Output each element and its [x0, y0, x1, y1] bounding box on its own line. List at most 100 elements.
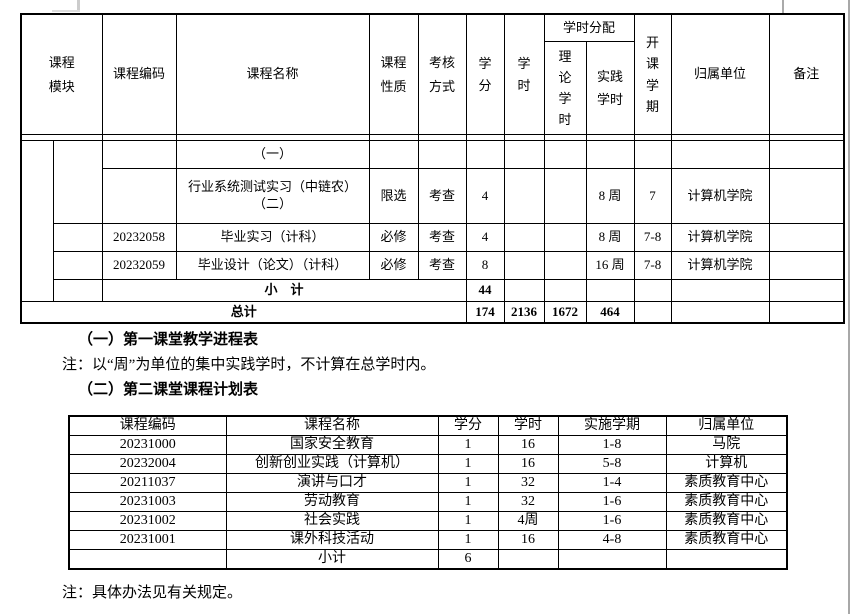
header-theory-hours: 理论学时 — [543, 41, 587, 135]
assessment-cell: 考查 — [417, 223, 467, 252]
empty-cell — [768, 279, 845, 302]
course-name-cell: 毕业实习（计科） — [175, 223, 370, 252]
theory-hours-cell — [543, 168, 587, 224]
total-label: 总计 — [20, 301, 467, 324]
note-week-hours: 注：以“周”为单位的集中实践学时，不计算在总学时内。 — [62, 357, 436, 373]
semester-cell: 1-8 — [557, 435, 667, 455]
practice-hours-cell: 8 周 — [585, 168, 635, 224]
empty-cell — [633, 279, 672, 302]
subtotal-row: 小 计 44 — [21, 279, 845, 302]
semester-cell: 5-8 — [557, 454, 667, 474]
course-nature-cell: 必修 — [368, 223, 419, 252]
hours-cell — [503, 251, 545, 280]
course-name-cell: 毕业设计（论文）（计科） — [175, 251, 370, 280]
table-row: 20231001 课外科技活动 1 16 4-8 素质教育中心 — [68, 530, 788, 550]
course-nature-cell: 必修 — [368, 251, 419, 280]
subtotal-credit: 44 — [465, 279, 505, 302]
hours-cell — [503, 140, 545, 169]
semester-cell: 1-6 — [557, 511, 667, 531]
unit-cell: 计算机学院 — [670, 168, 770, 224]
table-row: 20231003 劳动教育 1 32 1-6 素质教育中心 — [68, 492, 788, 512]
course-code-cell: 20232004 — [68, 454, 227, 474]
header-hours-allocation: 学时分配 — [543, 13, 635, 42]
total-credit: 174 — [465, 301, 505, 324]
practice-hours-cell — [585, 140, 635, 169]
semester-cell: 1-4 — [557, 473, 667, 493]
module-sub-cell — [52, 251, 103, 280]
credit-cell: 4 — [465, 223, 505, 252]
empty-cell — [497, 549, 559, 570]
note-regulations: 注：具体办法见有关规定。 — [62, 585, 243, 601]
hours-cell: 16 — [497, 454, 559, 474]
hours-cell: 16 — [497, 530, 559, 550]
unit-cell: 素质教育中心 — [665, 492, 788, 512]
hours-cell — [503, 223, 545, 252]
course-name-cell: 劳动教育 — [225, 492, 439, 512]
header-hours: 学时 — [497, 415, 559, 436]
cut-cell-border-artifact-horizontal — [52, 10, 80, 12]
total-theory-hours: 1672 — [543, 301, 587, 324]
subtotal-label: 小 计 — [101, 279, 467, 302]
course-name-cell: 行业系统测试实习（中链农）（二） — [175, 168, 370, 224]
table2-header-row: 课程编码 课程名称 学分 学时 实施学期 归属单位 — [68, 415, 788, 436]
module-sub-cell — [52, 223, 103, 252]
assessment-cell: 考查 — [417, 168, 467, 224]
remark-cell — [768, 168, 845, 224]
semester-cell: 4-8 — [557, 530, 667, 550]
unit-cell — [670, 140, 770, 169]
hours-cell: 32 — [497, 492, 559, 512]
empty-cell — [503, 279, 545, 302]
theory-hours-cell — [543, 251, 587, 280]
credit-cell: 1 — [437, 492, 499, 512]
table-row: 20232004 创新创业实践（计算机） 1 16 5-8 计算机 — [68, 454, 788, 474]
credit-cell: 1 — [437, 435, 499, 455]
course-nature-cell: 限选 — [368, 168, 419, 224]
semester-cell — [633, 140, 672, 169]
header-credit: 学分 — [437, 415, 499, 436]
course-name-cell: 课外科技活动 — [225, 530, 439, 550]
course-code-cell — [101, 168, 177, 224]
course-name-cell: 国家安全教育 — [225, 435, 439, 455]
total-row: 总计 174 2136 1672 464 — [20, 301, 845, 324]
empty-cell — [543, 279, 587, 302]
empty-cell — [670, 279, 770, 302]
unit-cell: 素质教育中心 — [665, 511, 788, 531]
course-code-cell — [101, 140, 177, 169]
course-progress-table: 课程模块 课程编码 课程名称 课程性质 考核方式 学分 学时 学时分配 开课学期… — [20, 13, 846, 324]
header-course-name: 课程名称 — [175, 13, 370, 135]
semester-cell: 1-6 — [557, 492, 667, 512]
header-remark: 备注 — [768, 13, 845, 135]
cut-cell-border-artifact-right — [782, 0, 784, 14]
header-hours: 学时 — [503, 13, 545, 135]
credit-cell: 1 — [437, 473, 499, 493]
header-course-code: 课程编码 — [68, 415, 227, 436]
module-merged-cell — [20, 140, 54, 302]
credit-cell — [465, 140, 505, 169]
assessment-cell — [417, 140, 467, 169]
header-credit: 学分 — [465, 13, 505, 135]
course-code-cell: 20232058 — [101, 223, 177, 252]
module-sub-cell — [52, 279, 103, 302]
practice-hours-cell: 16 周 — [585, 251, 635, 280]
subtotal-label: 小计 — [225, 549, 439, 570]
credit-cell: 1 — [437, 530, 499, 550]
semester-cell: 7 — [633, 168, 672, 224]
header-owning-unit: 归属单位 — [665, 415, 788, 436]
empty-cell — [557, 549, 667, 570]
semester-cell: 7-8 — [633, 223, 672, 252]
course-code-cell: 20231002 — [68, 511, 227, 531]
empty-cell — [585, 279, 635, 302]
subtotal-row: 小计 6 — [68, 549, 788, 570]
subtotal-credit: 6 — [437, 549, 499, 570]
assessment-cell: 考查 — [417, 251, 467, 280]
course-name-cell: （一） — [175, 140, 370, 169]
credit-cell: 4 — [465, 168, 505, 224]
empty-cell — [768, 301, 845, 324]
course-code-cell: 20232059 — [101, 251, 177, 280]
practice-hours-cell: 8 周 — [585, 223, 635, 252]
section1-title: （一）第一课堂教学进程表 — [78, 332, 259, 348]
module-sub-cell — [52, 140, 103, 224]
header-course-nature: 课程性质 — [368, 13, 419, 135]
table-row: 20232058 毕业实习（计科） 必修 考查 4 8 周 7-8 计算机学院 — [21, 223, 845, 252]
